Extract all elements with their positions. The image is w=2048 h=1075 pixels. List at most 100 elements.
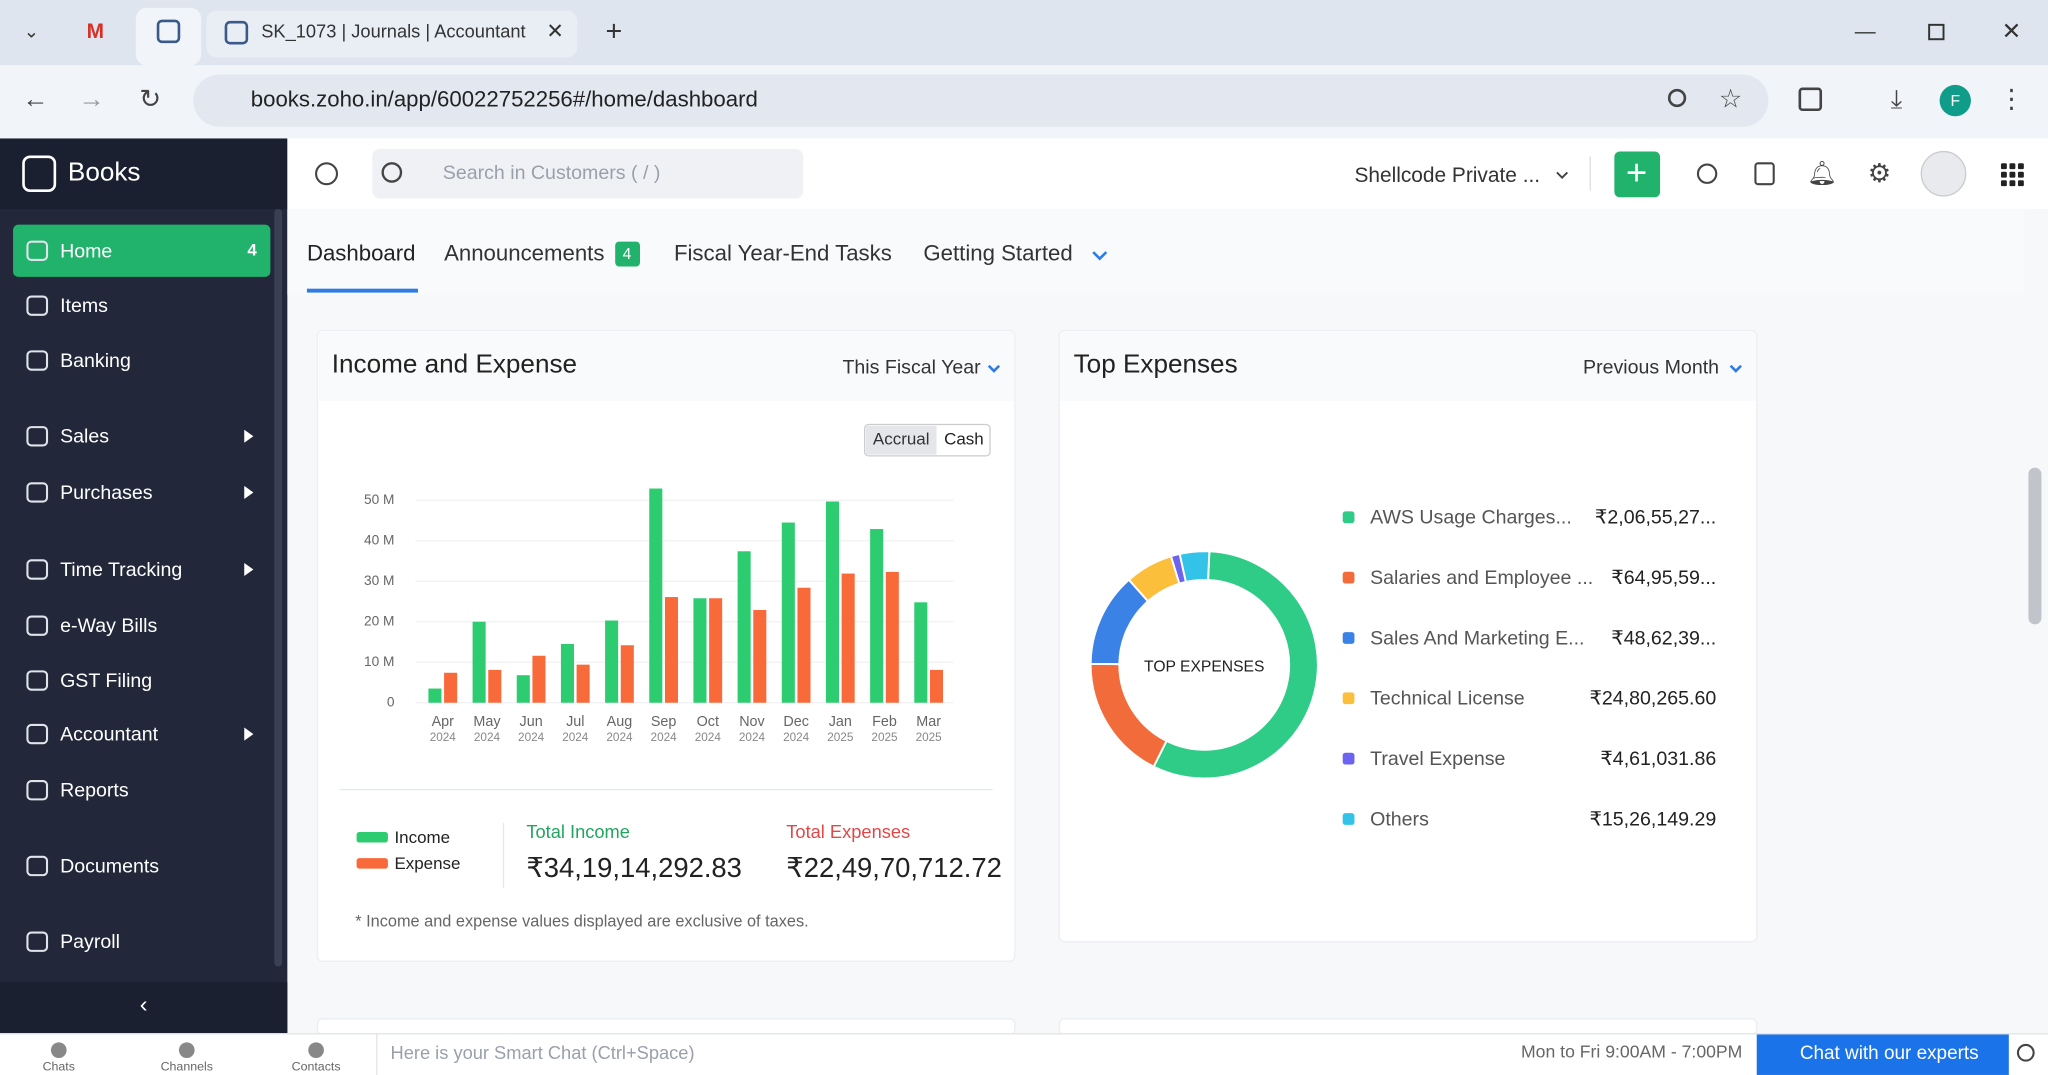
bookmark[interactable]: ☆	[1719, 84, 1742, 114]
footer-app[interactable]: Contacts	[292, 1059, 341, 1073]
nav-item[interactable]: Purchases	[60, 482, 153, 504]
minimize[interactable]: —	[1855, 20, 1876, 43]
tab-list-button[interactable]: ⌄	[24, 21, 39, 42]
bar[interactable]	[797, 587, 811, 703]
bar[interactable]	[605, 620, 619, 703]
bar[interactable]	[532, 655, 546, 703]
page-scrollbar[interactable]	[2028, 467, 2042, 625]
footer	[0, 1033, 2048, 1075]
downloads[interactable]: ⤓	[1891, 84, 1903, 114]
x-tick-label: Mar	[916, 714, 941, 730]
nav-icon	[26, 780, 49, 801]
bar[interactable]	[516, 675, 530, 703]
notifications[interactable]: 🔔︎	[1807, 160, 1837, 186]
bar[interactable]	[472, 621, 486, 703]
recent-history[interactable]	[315, 162, 339, 186]
legend-label: Expense	[394, 854, 460, 873]
toggle-option[interactable]: Accrual	[873, 430, 930, 449]
tab[interactable]	[206, 10, 578, 58]
books-tab-icon	[156, 19, 181, 44]
bar[interactable]	[737, 551, 751, 703]
top-expenses-card	[1058, 329, 1758, 943]
bar[interactable]	[914, 602, 928, 703]
nav-item[interactable]: Accountant	[60, 724, 159, 746]
apps-grid[interactable]	[2000, 163, 2024, 187]
bar[interactable]	[693, 598, 707, 703]
nav-active[interactable]	[13, 224, 271, 277]
address-bar[interactable]	[193, 74, 1769, 127]
chat-experts[interactable]: Chat with our experts	[1800, 1043, 1979, 1064]
menu[interactable]: ⋮	[1998, 84, 2024, 114]
toggle-option[interactable]: Cash	[944, 430, 984, 449]
nav-item[interactable]: Payroll	[60, 931, 120, 953]
bar[interactable]	[709, 598, 723, 703]
legend-swatch	[1342, 752, 1355, 765]
footer-app[interactable]: Channels	[161, 1059, 213, 1073]
url: books.zoho.in/app/60022752256#/home/dash…	[251, 86, 758, 111]
bar[interactable]	[428, 688, 442, 703]
settings[interactable]: ⚙	[1868, 158, 1891, 188]
bar[interactable]	[576, 664, 590, 703]
bar[interactable]	[620, 645, 634, 703]
nav-item[interactable]: GST Filing	[60, 670, 152, 692]
footer-search[interactable]	[2016, 1043, 2035, 1062]
profile-avatar[interactable]	[1939, 84, 1971, 117]
restore[interactable]	[1928, 23, 1945, 41]
bar[interactable]	[488, 669, 502, 703]
period-select[interactable]: Previous Month	[1583, 357, 1719, 379]
bar[interactable]	[781, 522, 795, 703]
nav-item[interactable]: Items	[60, 295, 108, 317]
bar[interactable]	[825, 501, 840, 703]
bar[interactable]	[444, 672, 458, 703]
chevron	[1729, 364, 1742, 373]
bar[interactable]	[753, 610, 767, 703]
dashboard-tab[interactable]: Fiscal Year-End Tasks	[674, 241, 892, 266]
quick-create[interactable]	[1614, 151, 1661, 198]
dashboard-tab[interactable]: Announcements	[444, 241, 604, 266]
donut-segment[interactable]	[1178, 550, 1211, 584]
zoom-icon[interactable]	[1667, 88, 1687, 108]
nav-item[interactable]: e-Way Bills	[60, 615, 157, 637]
tasks-icon[interactable]	[1754, 162, 1775, 186]
bar[interactable]	[885, 571, 899, 703]
dashboard-tab[interactable]: Getting Started	[923, 241, 1072, 266]
pinned-tab[interactable]	[135, 7, 202, 66]
bar[interactable]	[649, 488, 663, 703]
bar[interactable]	[870, 529, 884, 703]
nav-item[interactable]: Documents	[60, 855, 159, 877]
nav-item[interactable]: Time Tracking	[60, 559, 182, 581]
extensions[interactable]	[1798, 87, 1823, 112]
new-tab[interactable]: +	[605, 15, 622, 47]
nav-item[interactable]: Home	[60, 240, 112, 262]
users-icon[interactable]	[1696, 163, 1718, 184]
bar[interactable]	[929, 669, 944, 703]
bar[interactable]	[664, 597, 678, 703]
bar[interactable]	[841, 573, 855, 703]
tab-close[interactable]: ✕	[546, 20, 564, 43]
user-avatar[interactable]	[1920, 150, 1967, 197]
reload[interactable]: ↻	[139, 84, 161, 114]
chat-experts-button[interactable]	[1756, 1034, 2009, 1075]
nav-item[interactable]: Banking	[60, 350, 131, 372]
period-select[interactable]: This Fiscal Year	[842, 357, 981, 379]
search-box[interactable]	[372, 148, 804, 199]
dashboard-tab[interactable]: Dashboard	[307, 241, 416, 266]
nav-icon	[26, 855, 49, 877]
gmail-icon[interactable]: M	[87, 20, 104, 43]
donut-segment[interactable]	[1152, 550, 1319, 780]
accrual-selected[interactable]	[865, 425, 937, 455]
forward[interactable]: →	[78, 84, 104, 114]
nav-item[interactable]: Reports	[60, 780, 129, 802]
smart-chat[interactable]: Here is your Smart Chat (Ctrl+Space)	[391, 1042, 695, 1063]
collapse-sidebar[interactable]: ‹	[140, 991, 148, 1017]
back[interactable]: ←	[22, 84, 48, 114]
x-tick-label: 2024	[562, 731, 589, 744]
nav-icon	[26, 426, 49, 447]
footer-app[interactable]: Chats	[43, 1059, 75, 1073]
close-window[interactable]: ✕	[2002, 18, 2022, 44]
bar[interactable]	[560, 644, 574, 703]
x-tick-label: Jan	[829, 714, 852, 730]
org-name[interactable]: Shellcode Private ...	[1354, 164, 1540, 187]
nav-item[interactable]: Sales	[60, 426, 109, 448]
nav-badge: 4	[247, 240, 257, 259]
